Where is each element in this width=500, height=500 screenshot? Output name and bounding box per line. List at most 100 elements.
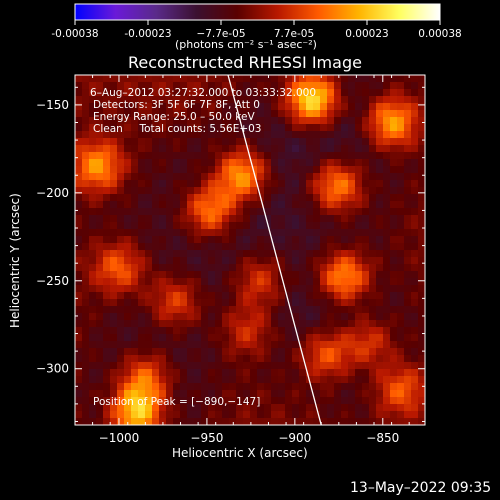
heatmap-cell [404, 404, 412, 412]
heatmap-cell [320, 327, 328, 335]
heatmap-cell [285, 264, 293, 272]
heatmap-cell [397, 320, 405, 328]
heatmap-cell [166, 299, 174, 307]
heatmap-cell [369, 159, 377, 167]
heatmap-cell [306, 82, 314, 90]
heatmap-cell [145, 124, 153, 132]
heatmap-cell [264, 285, 272, 293]
heatmap-cell [187, 82, 195, 90]
heatmap-cell [201, 334, 209, 342]
heatmap-cell [285, 131, 293, 139]
heatmap-cell [397, 82, 405, 90]
heatmap-cell [103, 278, 111, 286]
heatmap-cell [299, 390, 307, 398]
heatmap-cell [397, 411, 405, 419]
heatmap-cell [159, 173, 167, 181]
heatmap-cell [145, 292, 153, 300]
heatmap-cell [306, 306, 314, 314]
heatmap-cell [341, 341, 349, 349]
heatmap-cell [278, 327, 286, 335]
heatmap-cell [313, 89, 321, 97]
heatmap-cell [341, 383, 349, 391]
heatmap-cell [152, 250, 160, 258]
heatmap-cell [327, 334, 335, 342]
heatmap-cell [334, 299, 342, 307]
heatmap-cell [222, 208, 230, 216]
heatmap-cell [341, 313, 349, 321]
heatmap-cell [145, 152, 153, 160]
heatmap-cell [383, 292, 391, 300]
heatmap-cell [124, 285, 132, 293]
heatmap-cell [376, 145, 384, 153]
heatmap-cell [341, 222, 349, 230]
heatmap-cell [194, 187, 202, 195]
heatmap-cell [145, 306, 153, 314]
heatmap-cell [152, 348, 160, 356]
heatmap-cell [341, 173, 349, 181]
heatmap-cell [369, 215, 377, 223]
heatmap-cell [327, 75, 335, 83]
heatmap-cell [327, 222, 335, 230]
heatmap-cell [418, 390, 426, 398]
heatmap-cell [208, 404, 216, 412]
heatmap-cell [278, 152, 286, 160]
heatmap-cell [229, 348, 237, 356]
heatmap-cell [152, 152, 160, 160]
heatmap-cell [222, 299, 230, 307]
heatmap-cell [418, 264, 426, 272]
heatmap-cell [278, 369, 286, 377]
heatmap-cell [306, 299, 314, 307]
heatmap-cell [327, 355, 335, 363]
heatmap-cell [201, 117, 209, 125]
heatmap-cell [369, 320, 377, 328]
heatmap-cell [208, 215, 216, 223]
heatmap-cell [215, 82, 223, 90]
heatmap-cell [341, 376, 349, 384]
heatmap-cell [383, 278, 391, 286]
heatmap-cell [138, 341, 146, 349]
heatmap-cell [397, 376, 405, 384]
heatmap-cell [110, 82, 118, 90]
heatmap-cell [82, 369, 90, 377]
heatmap-cell [264, 103, 272, 111]
heatmap-cell [82, 278, 90, 286]
heatmap-cell [166, 201, 174, 209]
heatmap-cell [236, 313, 244, 321]
heatmap-cell [369, 222, 377, 230]
heatmap-cell [376, 355, 384, 363]
heatmap-cell [103, 355, 111, 363]
heatmap-cell [404, 208, 412, 216]
heatmap-cell [194, 369, 202, 377]
heatmap-cell [236, 201, 244, 209]
heatmap-cell [117, 166, 125, 174]
heatmap-cell [376, 89, 384, 97]
heatmap-cell [138, 250, 146, 258]
heatmap-cell [306, 264, 314, 272]
heatmap-cell [229, 418, 237, 426]
heatmap-cell [152, 299, 160, 307]
heatmap-cell [369, 355, 377, 363]
heatmap-cell [271, 131, 279, 139]
heatmap-cell [89, 278, 97, 286]
heatmap-cell [390, 131, 398, 139]
heatmap-cell [243, 173, 251, 181]
heatmap-cell [404, 145, 412, 153]
heatmap-cell [159, 390, 167, 398]
heatmap-cell [292, 110, 300, 118]
heatmap-cell [327, 320, 335, 328]
heatmap-cell [180, 229, 188, 237]
heatmap-cell [376, 362, 384, 370]
heatmap-cell [292, 411, 300, 419]
heatmap-cell [334, 138, 342, 146]
heatmap-cell [271, 138, 279, 146]
heatmap-cell [159, 194, 167, 202]
heatmap-cell [96, 110, 104, 118]
heatmap-cell [75, 383, 83, 391]
heatmap-cell [138, 376, 146, 384]
heatmap-cell [222, 320, 230, 328]
heatmap-cell [201, 187, 209, 195]
heatmap-cell [110, 166, 118, 174]
heatmap-cell [334, 306, 342, 314]
heatmap-cell [124, 376, 132, 384]
heatmap-cell [145, 75, 153, 83]
